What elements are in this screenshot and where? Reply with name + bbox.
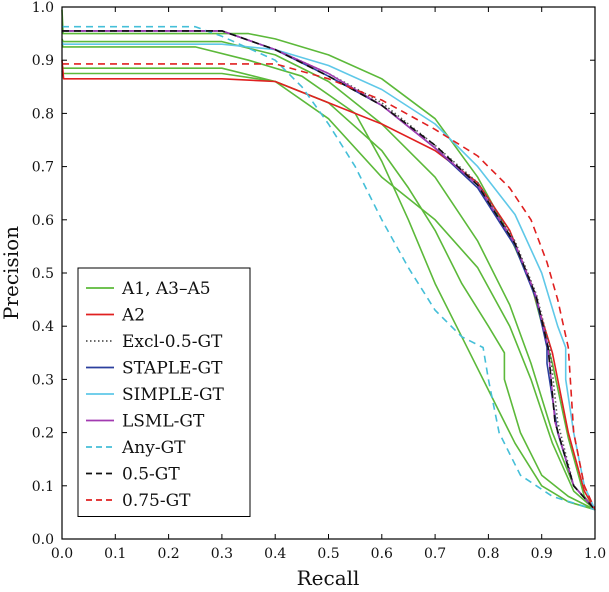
y-tick-label: 0.4 bbox=[32, 319, 54, 335]
series-layer bbox=[61, 9, 596, 511]
x-tick-label: 0.9 bbox=[531, 546, 553, 562]
x-axis-title: Recall bbox=[297, 566, 360, 590]
x-tick-label: 0.4 bbox=[264, 546, 286, 562]
legend-label: LSML-GT bbox=[122, 412, 205, 432]
series-line-8 bbox=[61, 41, 596, 511]
legend-label: 0.5-GT bbox=[122, 465, 180, 485]
y-tick-label: 0.7 bbox=[32, 160, 54, 176]
y-tick-label: 0.3 bbox=[32, 372, 54, 388]
y-tick-label: 0.6 bbox=[32, 213, 54, 229]
x-tick-label: 0.1 bbox=[104, 546, 126, 562]
y-tick-label: 0.1 bbox=[32, 479, 54, 495]
y-tick-label: 0.9 bbox=[32, 53, 54, 69]
x-tick-label: 0.7 bbox=[424, 546, 446, 562]
y-tick-label: 0.2 bbox=[32, 426, 54, 442]
legend-label: 0.75-GT bbox=[122, 491, 191, 511]
x-tick-label: 0.0 bbox=[51, 546, 73, 562]
series-line-12 bbox=[62, 63, 596, 511]
legend: A1, A3–A5 A2 Excl-0.5-GT STAPLE-GT SIMPLE-GT… bbox=[77, 267, 251, 517]
series-line-3 bbox=[61, 43, 596, 511]
series-line-2 bbox=[61, 65, 596, 511]
legend-label: Excl-0.5-GT bbox=[122, 332, 223, 352]
x-tick-label: 0.8 bbox=[477, 546, 499, 562]
x-tick-label: 0.2 bbox=[157, 546, 179, 562]
ticks-layer: 0.0 0.1 0.2 0.3 0.4 0.5 0.6 0.7 0.8 0.9 1.0 0.0 0.1 0… bbox=[32, 0, 606, 562]
legend-box bbox=[77, 267, 251, 517]
y-tick-label: 1.0 bbox=[32, 0, 54, 16]
series-line-0 bbox=[61, 9, 596, 511]
y-axis-title: Precision bbox=[0, 226, 23, 320]
series-line-4 bbox=[61, 70, 596, 511]
legend-label: STAPLE-GT bbox=[122, 359, 223, 379]
x-tick-label: 1.0 bbox=[584, 546, 606, 562]
legend-label: Any-GT bbox=[121, 438, 186, 458]
legend-label: A1, A3–A5 bbox=[121, 279, 211, 299]
x-tick-label: 0.5 bbox=[317, 546, 339, 562]
x-tick-label: 0.6 bbox=[371, 546, 393, 562]
legend-label: SIMPLE-GT bbox=[122, 385, 225, 405]
y-tick-label: 0.0 bbox=[32, 532, 54, 548]
series-line-1 bbox=[61, 38, 596, 511]
series-line-11 bbox=[62, 30, 596, 511]
x-tick-label: 0.3 bbox=[211, 546, 233, 562]
y-tick-label: 0.5 bbox=[32, 266, 54, 282]
legend-label: A2 bbox=[121, 306, 145, 326]
y-tick-label: 0.8 bbox=[32, 106, 54, 122]
